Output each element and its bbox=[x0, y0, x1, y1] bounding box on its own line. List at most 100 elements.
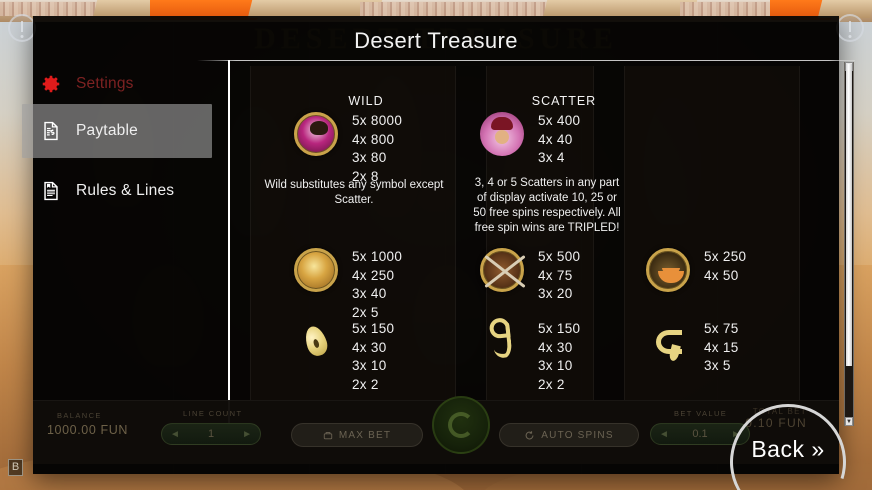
symbol-group-shield: 5x 500 4x 75 3x 20 bbox=[480, 248, 580, 304]
sound-icon[interactable] bbox=[836, 14, 864, 42]
bet-value-label: BET VALUE bbox=[674, 409, 728, 418]
pay-row: 3x 5 bbox=[704, 358, 731, 373]
pay-row: 4x 75 bbox=[538, 267, 573, 283]
scatter-group: 5x 400 4x 40 3x 4 bbox=[480, 112, 580, 168]
pay-row: 4x 30 bbox=[538, 339, 573, 355]
pay-row: 5x 500 bbox=[538, 249, 581, 264]
bet-value-amount: 0.1 bbox=[692, 428, 708, 440]
pay-row: 4x 30 bbox=[352, 339, 387, 355]
pay-row: 3x 4 bbox=[538, 150, 565, 165]
symbol-group-ain: 5x 150 4x 30 3x 10 2x 2 bbox=[480, 320, 580, 394]
line-count-label: LINE COUNT bbox=[183, 409, 243, 418]
pay-row: 2x 5 bbox=[352, 304, 379, 320]
symbol-group-drop: 5x 150 4x 30 3x 10 2x 2 bbox=[294, 320, 394, 394]
pay-row: 3x 80 bbox=[352, 150, 387, 165]
drop-letter-symbol bbox=[294, 320, 338, 364]
auto-spins-button[interactable]: AUTO SPINS bbox=[499, 423, 639, 447]
max-bet-button[interactable]: MAX BET bbox=[291, 423, 423, 447]
sidebar-item-label-settings: Settings bbox=[76, 75, 134, 92]
sultan-scatter-symbol bbox=[480, 112, 524, 156]
scatter-note: 3, 4 or 5 Scatters in any part of displa… bbox=[473, 177, 621, 234]
bet-value-stepper[interactable]: ◄ 0.1 ► bbox=[650, 423, 750, 445]
back-button[interactable]: Back » bbox=[709, 383, 867, 490]
bottom-control-bar: BALANCE 1000.00 FUN LINE COUNT ◄ 1 ► MAX… bbox=[33, 396, 839, 464]
pay-row: 5x 400 bbox=[538, 113, 581, 128]
wild-heading: WILD bbox=[348, 94, 384, 108]
scrollbar-thumb[interactable] bbox=[846, 64, 852, 366]
pay-row: 4x 15 bbox=[704, 339, 739, 355]
pay-row: 5x 1000 bbox=[352, 249, 403, 264]
info-icon[interactable] bbox=[8, 14, 36, 42]
pay-row: 2x 8 bbox=[352, 168, 379, 184]
pay-row: 5x 150 bbox=[352, 321, 395, 336]
ain-paylist: 5x 150 4x 30 3x 10 2x 2 bbox=[538, 320, 580, 394]
lamp-paylist: 5x 250 4x 50 bbox=[704, 248, 746, 285]
pay-row: 3x 40 bbox=[352, 286, 387, 301]
balance-value: 1000.00 FUN bbox=[47, 423, 128, 437]
status-badge: B bbox=[8, 459, 23, 476]
autospin-icon bbox=[525, 430, 534, 439]
total-bet-display: TOTAL BET 0.10 FUN bbox=[745, 407, 807, 430]
scatter-heading: SCATTER bbox=[531, 94, 597, 108]
sidebar-item-rules-and-lines[interactable]: Rules & Lines bbox=[22, 164, 212, 218]
document-icon bbox=[44, 121, 58, 141]
paytable-column-3 bbox=[624, 66, 800, 432]
pay-row: 3x 20 bbox=[538, 286, 573, 301]
symbol-group-noon: 5x 75 4x 15 3x 5 bbox=[646, 320, 739, 376]
scroll-down-button[interactable]: ▼ bbox=[845, 417, 853, 426]
paytable-content: WILD 5x 8000 4x 800 3x 80 2x 8 Wild subs… bbox=[246, 66, 834, 432]
wild-note: Wild substitutes any symbol except Scatt… bbox=[264, 179, 444, 206]
symbol-group-lamp: 5x 250 4x 50 bbox=[646, 248, 746, 292]
total-bet-value: 0.10 FUN bbox=[745, 416, 807, 430]
wild-paylist: 5x 8000 4x 800 3x 80 2x 8 bbox=[352, 112, 402, 186]
page-title: Desert Treasure bbox=[354, 28, 518, 53]
settings-menu: Settings Paytable Rules & Lines bbox=[22, 64, 212, 218]
pay-row: 4x 40 bbox=[538, 131, 573, 147]
wild-group: 5x 8000 4x 800 3x 80 2x 8 bbox=[294, 112, 402, 186]
pay-row: 2x 2 bbox=[352, 376, 379, 392]
paytable-column-1 bbox=[250, 66, 456, 432]
pay-row: 3x 10 bbox=[352, 358, 387, 373]
noon-letter-symbol bbox=[646, 320, 690, 364]
bet-value-increment[interactable]: ► bbox=[731, 428, 741, 440]
gold-coin-symbol bbox=[294, 248, 338, 292]
pay-row: 5x 75 bbox=[704, 321, 739, 336]
noon-paylist: 5x 75 4x 15 3x 5 bbox=[704, 320, 739, 376]
pay-row: 4x 800 bbox=[352, 131, 395, 147]
menu-divider bbox=[228, 60, 230, 426]
pay-row: 4x 250 bbox=[352, 267, 395, 283]
shield-symbol bbox=[480, 248, 524, 292]
bet-value-decrement[interactable]: ◄ bbox=[659, 428, 669, 440]
lamp-symbol bbox=[646, 248, 690, 292]
drop-paylist: 5x 150 4x 30 3x 10 2x 2 bbox=[352, 320, 394, 394]
pay-row: 2x 2 bbox=[538, 376, 565, 392]
gear-icon bbox=[42, 75, 60, 93]
auto-spins-label: AUTO SPINS bbox=[541, 429, 614, 441]
ain-letter-symbol bbox=[480, 320, 524, 364]
pay-row: 5x 250 bbox=[704, 249, 747, 264]
pay-row: 4x 50 bbox=[704, 267, 739, 283]
back-button-label: Back » bbox=[751, 436, 825, 462]
spin-button[interactable] bbox=[432, 396, 490, 454]
line-count-increment[interactable]: ► bbox=[242, 428, 252, 440]
pay-row: 3x 10 bbox=[538, 358, 573, 373]
sidebar-item-label-rules: Rules & Lines bbox=[76, 182, 175, 199]
line-count-stepper[interactable]: ◄ 1 ► bbox=[161, 423, 261, 445]
spin-icon bbox=[448, 412, 474, 438]
max-bet-label: MAX BET bbox=[338, 429, 392, 441]
title-divider bbox=[197, 60, 855, 61]
pay-row: 5x 8000 bbox=[352, 113, 403, 128]
shield-paylist: 5x 500 4x 75 3x 20 bbox=[538, 248, 580, 304]
paytable-scrollbar[interactable]: ▲ ▼ bbox=[844, 62, 854, 426]
balance-label: BALANCE bbox=[57, 411, 102, 420]
sidebar-item-settings[interactable]: Settings bbox=[22, 64, 212, 104]
line-count-decrement[interactable]: ◄ bbox=[170, 428, 180, 440]
pay-row: 5x 150 bbox=[538, 321, 581, 336]
sidebar-item-paytable[interactable]: Paytable bbox=[22, 104, 212, 158]
chips-icon bbox=[323, 432, 333, 440]
line-count-value: 1 bbox=[207, 428, 215, 440]
coin-paylist: 5x 1000 4x 250 3x 40 2x 5 bbox=[352, 248, 402, 322]
total-bet-label: TOTAL BET bbox=[752, 407, 807, 416]
symbol-group-coin: 5x 1000 4x 250 3x 40 2x 5 bbox=[294, 248, 402, 322]
